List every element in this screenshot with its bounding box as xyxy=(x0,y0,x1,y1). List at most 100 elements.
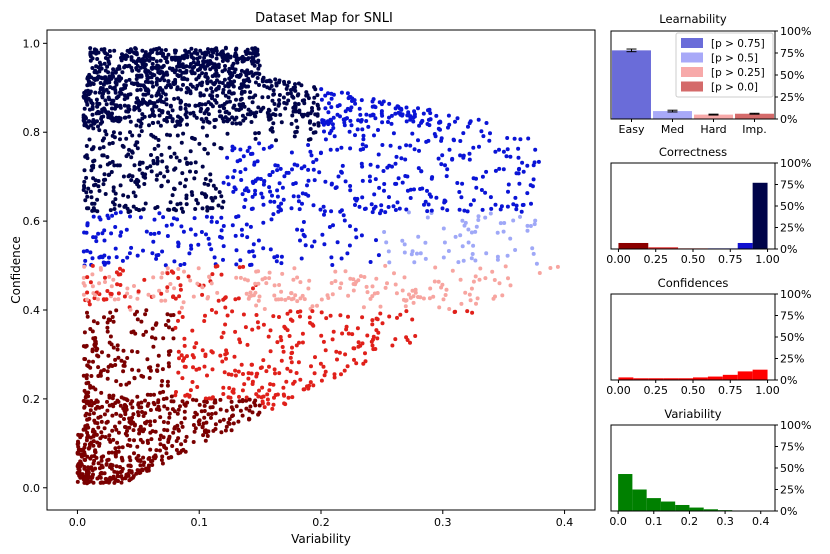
scatter-point xyxy=(220,81,225,85)
scatter-point xyxy=(96,184,101,189)
scatter-point xyxy=(138,215,143,220)
scatter-point xyxy=(387,260,392,265)
scatter-point xyxy=(81,399,86,403)
scatter-point xyxy=(383,285,388,290)
scatter-point xyxy=(130,68,135,73)
scatter-point xyxy=(310,108,315,113)
scatter-point xyxy=(277,181,282,186)
scatter-point xyxy=(167,352,171,357)
scatter-point xyxy=(222,77,227,82)
scatter-point xyxy=(149,153,153,157)
scatter-point xyxy=(120,52,124,57)
scatter-point xyxy=(111,319,116,324)
scatter-point xyxy=(360,341,365,346)
scatter-point xyxy=(119,358,124,363)
panel-ytick-label: 100% xyxy=(780,157,811,170)
scatter-point xyxy=(243,197,248,202)
scatter-point xyxy=(121,348,126,353)
scatter-point xyxy=(114,115,119,120)
scatter-point xyxy=(258,109,263,114)
scatter-point xyxy=(372,291,377,296)
scatter-point xyxy=(127,420,132,424)
scatter-point xyxy=(185,122,189,127)
scatter-point xyxy=(351,346,356,351)
scatter-point xyxy=(276,103,281,108)
scatter-point xyxy=(267,270,272,275)
scatter-point xyxy=(148,231,153,236)
scatter-point xyxy=(314,157,319,162)
scatter-point xyxy=(215,93,220,98)
scatter-point xyxy=(422,202,426,207)
scatter-point xyxy=(219,215,224,220)
scatter-point xyxy=(327,101,331,106)
scatter-point xyxy=(82,445,87,450)
scatter-point xyxy=(122,103,127,108)
scatter-point xyxy=(316,123,321,128)
scatter-point xyxy=(208,178,213,183)
scatter-point xyxy=(151,294,156,299)
scatter-point xyxy=(118,77,123,82)
scatter-point xyxy=(114,255,119,260)
scatter-point xyxy=(386,249,391,254)
scatter-point xyxy=(262,405,267,410)
scatter-point xyxy=(511,218,516,223)
scatter-point xyxy=(128,130,132,135)
scatter-point xyxy=(105,369,110,374)
scatter-point xyxy=(122,360,127,365)
scatter-point xyxy=(303,243,308,248)
scatter-point xyxy=(268,116,273,121)
scatter-point xyxy=(208,93,213,98)
scatter-point xyxy=(150,61,155,66)
scatter-point xyxy=(135,73,139,78)
scatter-point xyxy=(121,268,125,273)
scatter-point xyxy=(473,229,478,234)
scatter-point xyxy=(110,159,115,164)
scatter-point xyxy=(103,435,108,439)
scatter-point xyxy=(154,321,159,326)
scatter-point xyxy=(91,461,96,466)
scatter-point xyxy=(240,233,245,238)
scatter-point xyxy=(82,457,87,462)
scatter-point xyxy=(192,113,197,118)
scatter-point xyxy=(206,100,211,105)
scatter-point xyxy=(149,169,154,174)
scatter-point xyxy=(132,376,137,381)
scatter-point xyxy=(188,91,193,96)
scatter-point xyxy=(111,277,116,282)
scatter-point xyxy=(392,271,396,276)
scatter-point xyxy=(360,178,365,183)
panel-ytick-label: 100% xyxy=(780,25,811,38)
scatter-point xyxy=(103,476,108,481)
scatter-point xyxy=(81,249,86,254)
scatter-point xyxy=(100,153,105,158)
scatter-point xyxy=(501,149,506,154)
scatter-point xyxy=(339,90,344,95)
scatter-point xyxy=(311,100,316,105)
scatter-point xyxy=(128,463,133,468)
scatter-point xyxy=(166,179,170,184)
scatter-point xyxy=(184,196,189,201)
scatter-point xyxy=(104,462,109,466)
scatter-point xyxy=(102,238,107,243)
scatter-point xyxy=(255,159,260,164)
scatter-point xyxy=(166,420,171,425)
scatter-point xyxy=(93,450,98,455)
scatter-point xyxy=(233,368,238,373)
scatter-point xyxy=(188,62,193,66)
scatter-point xyxy=(261,220,266,225)
scatter-point xyxy=(304,93,309,98)
scatter-point xyxy=(164,451,169,456)
scatter-point xyxy=(220,359,225,364)
scatter-point xyxy=(268,199,273,204)
scatter-point xyxy=(329,105,334,110)
scatter-point xyxy=(478,266,483,271)
scatter-point xyxy=(253,80,258,85)
scatter-point xyxy=(347,243,352,248)
scatter-point xyxy=(280,345,285,349)
histogram-xtick-label: 0.2 xyxy=(681,515,699,528)
scatter-point xyxy=(146,456,151,461)
scatter-point xyxy=(116,297,121,302)
scatter-point xyxy=(404,309,409,314)
scatter-point xyxy=(91,214,96,219)
scatter-point xyxy=(146,91,151,96)
